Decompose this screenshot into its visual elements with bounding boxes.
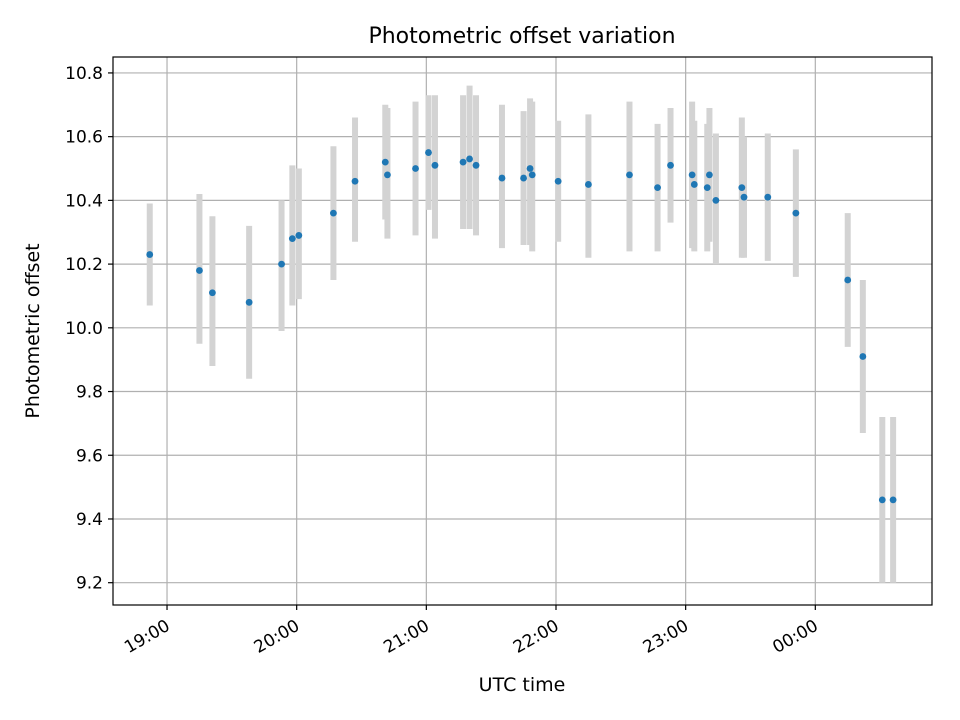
y-tick-label: 10.2 — [65, 255, 103, 275]
data-point — [626, 171, 633, 179]
data-point — [466, 155, 473, 163]
data-point — [703, 184, 711, 192]
y-tick-label: 9.2 — [76, 574, 103, 594]
data-point — [412, 165, 419, 172]
data-point — [706, 171, 713, 179]
data-point — [526, 165, 534, 172]
data-point — [585, 181, 592, 188]
y-axis-ticks: 9.2 9.4 9.6 9.8 10.0 10.2 10.4 10.6 10.8 — [65, 64, 113, 594]
x-axis-label: UTC time — [479, 674, 566, 696]
data-point — [764, 193, 772, 201]
x-tick-label: 21:00 — [380, 616, 432, 658]
data-point — [528, 171, 536, 179]
data-point — [889, 496, 897, 504]
data-point — [654, 184, 661, 192]
y-tick-label: 9.8 — [76, 383, 103, 403]
data-point — [740, 193, 748, 201]
data-point — [878, 496, 886, 504]
data-point — [738, 184, 746, 192]
data-point — [381, 158, 389, 166]
y-tick-label: 9.6 — [76, 446, 103, 466]
x-tick-label: 23:00 — [640, 616, 692, 658]
data-points — [146, 149, 897, 504]
data-point — [667, 161, 674, 169]
y-axis-label: Photometric offset — [22, 243, 44, 418]
y-tick-label: 10.0 — [65, 319, 103, 339]
data-point — [520, 174, 527, 182]
data-point — [351, 177, 359, 185]
data-point — [209, 289, 216, 297]
data-point — [690, 181, 698, 188]
data-point — [384, 171, 391, 179]
data-point — [498, 174, 506, 182]
x-tick-label: 20:00 — [251, 616, 303, 658]
data-point — [859, 353, 867, 360]
y-tick-label: 9.4 — [76, 510, 103, 530]
y-tick-label: 10.8 — [65, 64, 103, 84]
data-point — [472, 161, 480, 169]
x-tick-label: 00:00 — [769, 616, 821, 658]
data-point — [278, 260, 285, 268]
data-point — [792, 209, 800, 217]
data-point — [288, 235, 296, 243]
data-point — [431, 161, 439, 169]
error-bars — [146, 85, 897, 583]
y-tick-label: 10.4 — [65, 191, 103, 211]
x-axis-ticks: 19:00 20:00 21:00 22:00 23:00 00:00 — [121, 605, 822, 658]
data-point — [425, 149, 432, 156]
plot-frame — [112, 56, 933, 606]
data-point — [688, 171, 696, 179]
data-point — [245, 298, 253, 306]
x-tick-label: 19:00 — [121, 616, 173, 658]
data-point — [554, 177, 562, 185]
chart-title: Photometric offset variation — [368, 24, 675, 49]
data-point — [330, 209, 337, 217]
data-point — [844, 276, 852, 284]
data-point — [196, 267, 203, 274]
data-point — [146, 251, 154, 258]
data-point — [712, 196, 720, 204]
data-point — [459, 158, 467, 166]
data-point — [295, 232, 303, 239]
x-tick-label: 22:00 — [510, 616, 562, 658]
y-tick-label: 10.6 — [65, 128, 103, 148]
